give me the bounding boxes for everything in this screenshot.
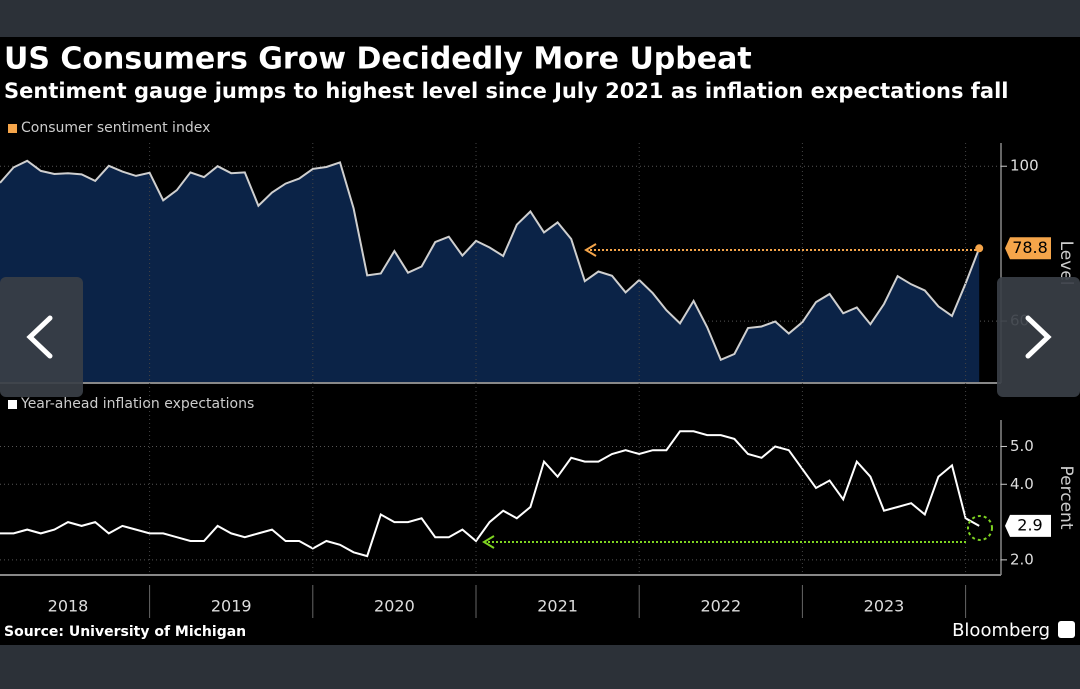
area bbox=[0, 160, 980, 383]
line bbox=[0, 430, 980, 558]
value-label: 2.9 bbox=[1017, 515, 1042, 534]
y-axis-label: Level bbox=[1056, 241, 1076, 286]
legend-swatch bbox=[8, 124, 17, 133]
next-icon[interactable] bbox=[1025, 315, 1052, 359]
prev-icon[interactable] bbox=[26, 315, 53, 359]
value-label: 78.8 bbox=[1012, 238, 1048, 257]
prev-button[interactable] bbox=[0, 277, 83, 397]
arrow-head bbox=[482, 535, 495, 549]
legend-label: Year-ahead inflation expectations bbox=[20, 396, 254, 412]
brand: Bloomberg bbox=[952, 620, 1050, 641]
y-tick-label: 2.0 bbox=[1010, 550, 1034, 568]
title: US Consumers Grow Decidedly More Upbeat bbox=[4, 42, 752, 77]
value-label-bg bbox=[1005, 237, 1051, 260]
last-point bbox=[975, 244, 984, 253]
legend-label: Consumer sentiment index bbox=[21, 120, 210, 136]
x-tick-label: 2022 bbox=[700, 597, 741, 616]
x-tick-label: 2020 bbox=[374, 597, 415, 616]
subtitle: Sentiment gauge jumps to highest level s… bbox=[4, 79, 1008, 103]
x-tick-label: 2018 bbox=[48, 597, 89, 616]
next-bg[interactable] bbox=[997, 277, 1080, 397]
source: Source: University of Michigan bbox=[4, 624, 246, 640]
x-tick-label: 2019 bbox=[211, 597, 252, 616]
brand-icon bbox=[1058, 621, 1075, 638]
prev-bg[interactable] bbox=[0, 277, 83, 397]
x-tick-label: 2021 bbox=[537, 597, 578, 616]
arrow-head bbox=[584, 243, 597, 257]
annotation-circle bbox=[967, 515, 993, 541]
y-tick-label: 4.0 bbox=[1010, 475, 1034, 493]
y-axis-label: Percent bbox=[1056, 466, 1076, 530]
y-tick-label: 5.0 bbox=[1010, 437, 1034, 455]
next-button[interactable] bbox=[997, 277, 1080, 397]
x-tick-label: 2023 bbox=[864, 597, 905, 616]
value-label-bg bbox=[1005, 514, 1051, 537]
line bbox=[0, 159, 981, 362]
y-tick-label: 100 bbox=[1010, 157, 1039, 175]
legend-swatch bbox=[8, 400, 17, 409]
